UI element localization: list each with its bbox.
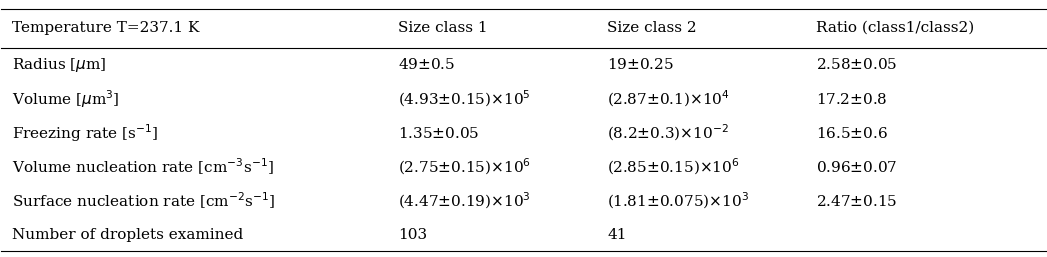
Text: Size class 1: Size class 1 xyxy=(398,21,488,35)
Text: Volume nucleation rate [cm$^{-3}$s$^{-1}$]: Volume nucleation rate [cm$^{-3}$s$^{-1}… xyxy=(12,157,273,177)
Text: (8.2$\pm$0.3)$\times$10$^{-2}$: (8.2$\pm$0.3)$\times$10$^{-2}$ xyxy=(607,123,729,143)
Text: 2.58$\pm$0.05: 2.58$\pm$0.05 xyxy=(816,58,897,72)
Text: Volume [$\mu$m$^3$]: Volume [$\mu$m$^3$] xyxy=(12,88,119,110)
Text: Freezing rate [s$^{-1}$]: Freezing rate [s$^{-1}$] xyxy=(12,122,158,144)
Text: 19$\pm$0.25: 19$\pm$0.25 xyxy=(607,58,673,72)
Text: (2.75$\pm$0.15)$\times$10$^6$: (2.75$\pm$0.15)$\times$10$^6$ xyxy=(398,157,531,177)
Text: 41: 41 xyxy=(607,228,626,242)
Text: Temperature T=237.1 K: Temperature T=237.1 K xyxy=(12,21,199,35)
Text: (1.81$\pm$0.075)$\times$10$^3$: (1.81$\pm$0.075)$\times$10$^3$ xyxy=(607,191,749,212)
Text: 2.47$\pm$0.15: 2.47$\pm$0.15 xyxy=(816,194,897,209)
Text: 103: 103 xyxy=(398,228,427,242)
Text: Ratio (class1/class2): Ratio (class1/class2) xyxy=(816,21,974,35)
Text: (2.85$\pm$0.15)$\times$10$^6$: (2.85$\pm$0.15)$\times$10$^6$ xyxy=(607,157,739,177)
Text: 17.2$\pm$0.8: 17.2$\pm$0.8 xyxy=(816,91,887,106)
Text: 0.96$\pm$0.07: 0.96$\pm$0.07 xyxy=(816,160,897,175)
Text: 49$\pm$0.5: 49$\pm$0.5 xyxy=(398,58,455,72)
Text: (4.47$\pm$0.19)$\times$10$^3$: (4.47$\pm$0.19)$\times$10$^3$ xyxy=(398,191,531,212)
Text: (2.87$\pm$0.1)$\times$10$^4$: (2.87$\pm$0.1)$\times$10$^4$ xyxy=(607,89,730,109)
Text: (4.93$\pm$0.15)$\times$10$^5$: (4.93$\pm$0.15)$\times$10$^5$ xyxy=(398,89,531,109)
Text: Surface nucleation rate [cm$^{-2}$s$^{-1}$]: Surface nucleation rate [cm$^{-2}$s$^{-1… xyxy=(12,191,275,212)
Text: 1.35$\pm$0.05: 1.35$\pm$0.05 xyxy=(398,126,480,141)
Text: 16.5$\pm$0.6: 16.5$\pm$0.6 xyxy=(816,126,888,141)
Text: Radius [$\mu$m]: Radius [$\mu$m] xyxy=(12,56,107,74)
Text: Number of droplets examined: Number of droplets examined xyxy=(12,228,243,242)
Text: Size class 2: Size class 2 xyxy=(607,21,696,35)
